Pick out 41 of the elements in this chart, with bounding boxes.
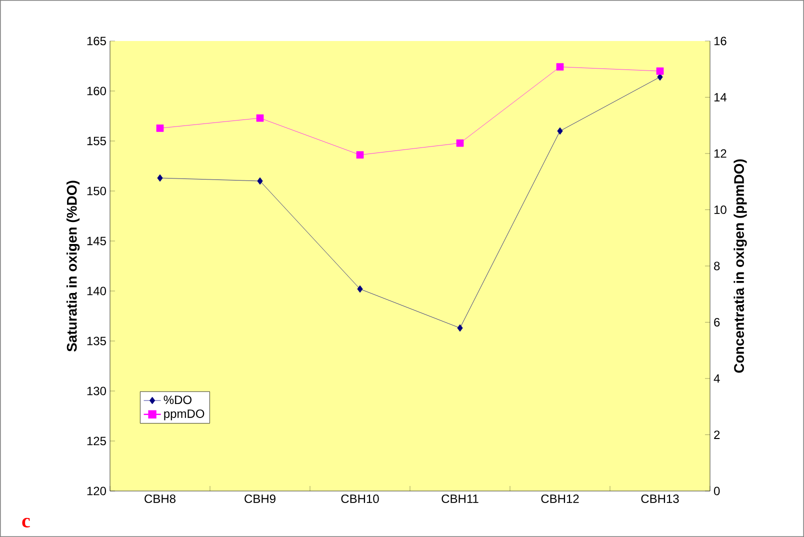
point [656,67,664,75]
y2-axis-title: Concentratia in oxigen (ppmDO) [734,159,747,373]
y2-tick-label: 16 [714,36,726,46]
y2-tick-label: 10 [714,206,726,214]
x-tick-label: CBH10 [341,494,379,504]
y-tick-label: 155 [87,136,106,146]
x-tick-label: CBH11 [442,494,478,504]
point [457,324,463,332]
point [356,151,364,159]
y-axis-title: Saturatia in oxigen (%DO) [66,180,80,352]
y-tick-label: 135 [87,336,106,346]
point [357,285,363,293]
y2-tick-label: 0 [714,486,720,496]
y-tick-label: 145 [87,236,106,246]
x-tick-label: CBH12 [541,494,579,504]
point [557,127,563,135]
y2-tick-label: 12 [714,149,726,158]
y2-tick-label: 2 [714,430,720,439]
y2-tick-label: 4 [714,374,720,383]
legend-label: %DO [164,396,192,404]
point [257,177,263,185]
y-tick-label: 165 [87,36,106,46]
point [256,114,264,122]
point [556,63,564,71]
y-tick-label: 130 [87,386,106,396]
y-tick-label: 150 [87,186,106,196]
y-tick-label: 125 [87,436,106,446]
text: c [22,518,30,528]
point [156,124,164,132]
y2-tick-label: 8 [714,262,720,270]
x-tick-label: CBH8 [144,494,176,504]
x-tick-label: CBH13 [641,494,679,504]
y2-tick-label: 6 [714,318,720,327]
point [456,139,464,147]
x-tick-label: CBH9 [244,494,276,504]
point [157,174,163,182]
y-tick-label: 140 [87,286,106,296]
y-tick-label: 120 [87,486,106,496]
legend-label: ppmDO [164,409,204,420]
y2-tick-label: 14 [714,93,727,102]
y-tick-label: 160 [87,86,106,96]
